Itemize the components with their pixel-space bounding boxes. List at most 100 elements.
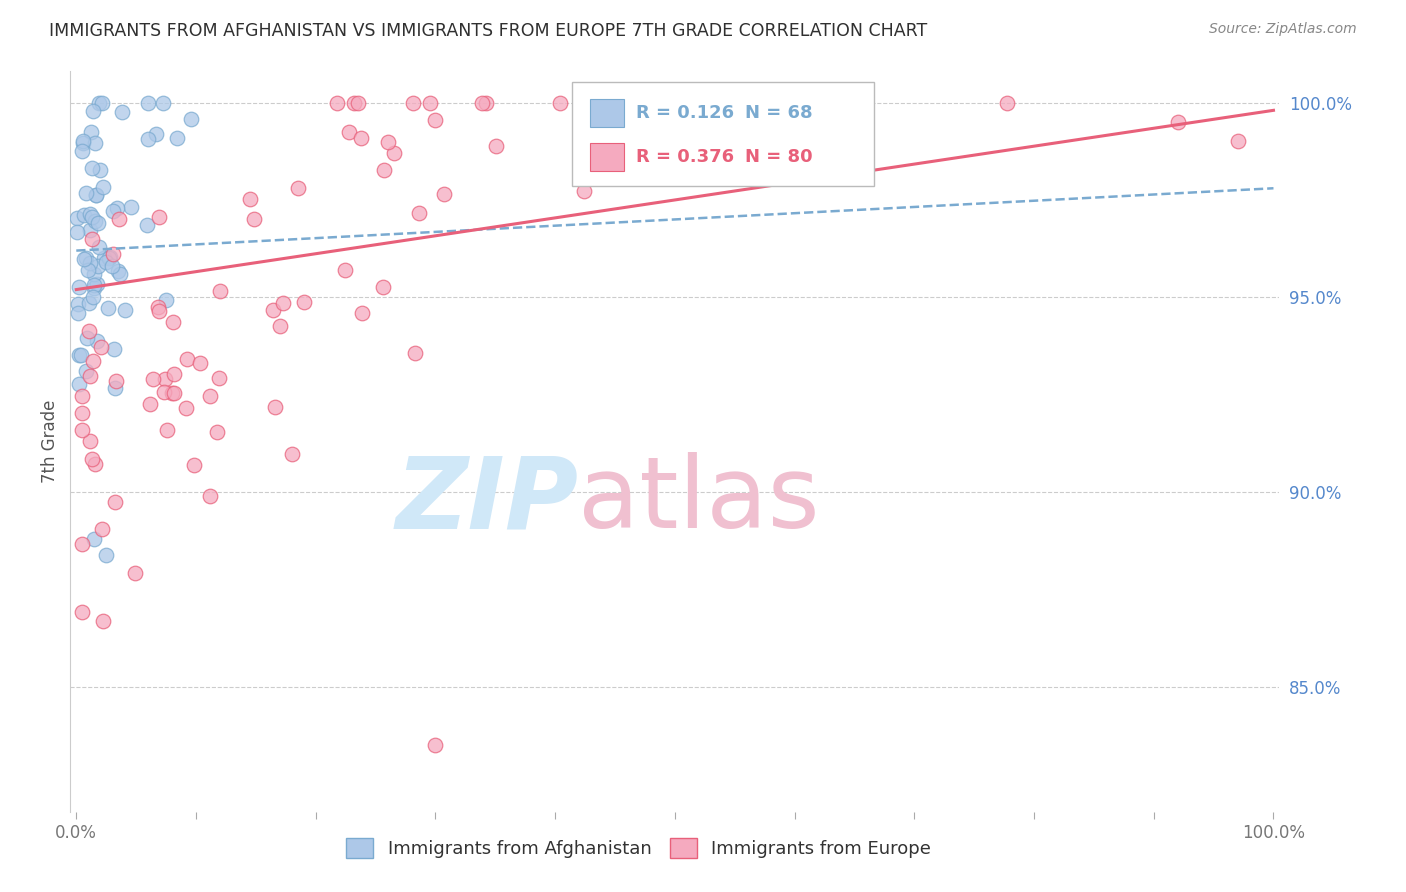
Point <box>371 280 394 294</box>
Point <box>382 145 405 160</box>
Point <box>87 259 110 273</box>
Point <box>710 95 733 110</box>
Point <box>574 184 596 198</box>
Text: R = 0.376: R = 0.376 <box>636 148 734 166</box>
Point <box>198 489 221 503</box>
Point <box>287 181 309 195</box>
Point <box>76 331 98 345</box>
Point <box>209 284 232 298</box>
Point <box>485 138 508 153</box>
Point <box>76 263 98 277</box>
Point <box>347 95 370 110</box>
Point <box>70 144 93 158</box>
Point <box>745 95 768 110</box>
Point <box>90 340 112 354</box>
Point <box>153 384 176 399</box>
Point <box>72 537 94 551</box>
Point <box>89 163 111 178</box>
Point <box>156 424 179 438</box>
Point <box>84 136 107 150</box>
Point <box>72 134 94 148</box>
Point <box>108 268 131 282</box>
Point <box>292 295 315 310</box>
Point <box>91 615 114 629</box>
Bar <box>591 144 624 171</box>
Point <box>352 306 374 320</box>
Point <box>153 372 176 386</box>
Point <box>425 739 447 753</box>
Point <box>67 296 90 310</box>
Point <box>152 95 174 110</box>
Text: N = 80: N = 80 <box>745 148 813 166</box>
Point <box>79 256 101 270</box>
Point <box>136 132 159 146</box>
Point <box>82 290 104 304</box>
Point <box>271 295 294 310</box>
Point <box>162 315 184 329</box>
Point <box>67 376 90 391</box>
Point <box>263 303 285 318</box>
Point <box>83 277 105 292</box>
Point <box>148 210 170 224</box>
Point <box>96 548 118 562</box>
Point <box>136 95 159 110</box>
Point <box>82 210 104 224</box>
Point <box>72 136 94 150</box>
Point <box>471 95 494 110</box>
Point <box>188 356 211 370</box>
Point <box>373 163 395 178</box>
Point <box>80 232 103 246</box>
Point <box>82 161 104 175</box>
Point <box>419 95 441 110</box>
Point <box>145 127 167 141</box>
Text: IMMIGRANTS FROM AFGHANISTAN VS IMMIGRANTS FROM EUROPE 7TH GRADE CORRELATION CHAR: IMMIGRANTS FROM AFGHANISTAN VS IMMIGRANT… <box>49 22 928 40</box>
Point <box>79 207 101 221</box>
Point <box>176 401 198 415</box>
Point <box>104 495 127 509</box>
Point <box>160 385 183 400</box>
Point <box>647 95 669 110</box>
Point <box>79 434 101 448</box>
Point <box>79 222 101 236</box>
Point <box>179 112 201 127</box>
Point <box>72 389 94 403</box>
Point <box>243 212 266 227</box>
Point <box>269 318 291 333</box>
Point <box>83 267 105 281</box>
Point <box>155 293 177 307</box>
Point <box>333 263 356 277</box>
Point <box>79 296 101 310</box>
Point <box>98 252 121 266</box>
Point <box>1226 135 1249 149</box>
Point <box>84 188 107 202</box>
Point <box>475 95 498 110</box>
Point <box>105 201 128 215</box>
Point <box>166 131 188 145</box>
Point <box>86 187 108 202</box>
Point <box>69 348 91 362</box>
Point <box>83 532 105 546</box>
Point <box>103 204 125 219</box>
Point <box>707 95 730 110</box>
Point <box>66 211 89 225</box>
Point <box>343 95 366 110</box>
Point <box>87 217 110 231</box>
Point <box>77 324 100 338</box>
Point <box>90 95 112 110</box>
Point <box>97 301 120 316</box>
Text: N = 68: N = 68 <box>745 103 813 122</box>
Point <box>208 371 231 385</box>
Point <box>148 300 170 314</box>
Point <box>108 211 131 226</box>
Point <box>90 522 112 536</box>
Point <box>73 252 96 267</box>
Point <box>176 351 198 366</box>
Point <box>83 214 105 228</box>
FancyBboxPatch shape <box>572 82 875 186</box>
Point <box>163 385 186 400</box>
Point <box>79 368 101 383</box>
Point <box>75 186 97 201</box>
Point <box>402 95 425 110</box>
Point <box>84 457 107 471</box>
Point <box>337 125 360 139</box>
